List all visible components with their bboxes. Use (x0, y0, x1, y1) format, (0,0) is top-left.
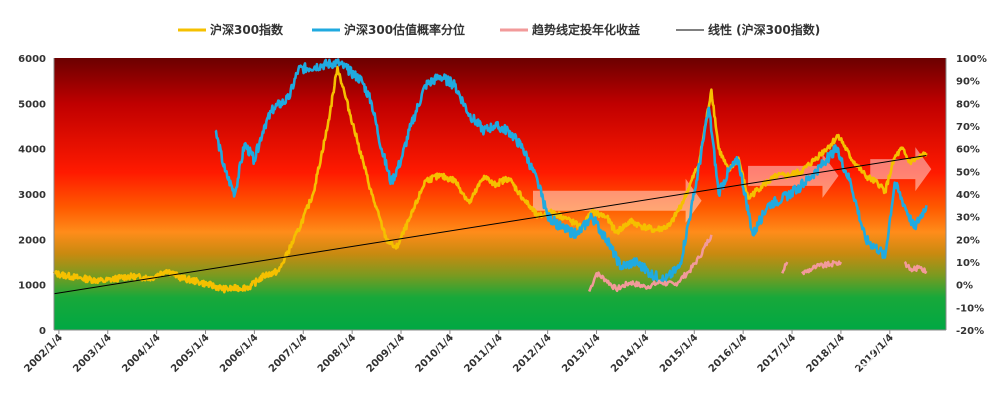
legend: 沪深300指数 沪深300估值概率分位 趋势线定投年化收益 线性 (沪深300指数) (178, 22, 820, 37)
y-right-tick-label: 20% (956, 235, 980, 246)
y-left-tick-label: 0 (39, 326, 46, 337)
x-tick-label: 2002/1/4 (23, 332, 65, 374)
x-tick-label: 2009/1/4 (365, 332, 407, 374)
dca-return-line-segment-1 (588, 234, 713, 293)
y-right-tick-label: -10% (956, 303, 984, 314)
x-tick-label: 2015/1/4 (658, 332, 700, 374)
y-left-tick-label: 1000 (18, 281, 46, 292)
y-left-tick-label: 4000 (18, 145, 46, 156)
x-tick-label: 2005/1/4 (169, 332, 211, 374)
x-tick-label: 2003/1/4 (71, 332, 113, 374)
legend-label-4: 线性 (沪深300指数) (708, 22, 820, 37)
x-tick-label: 2004/1/4 (120, 332, 162, 374)
x-tick-label: 2013/1/4 (560, 332, 602, 374)
y-left-tick-label: 2000 (18, 235, 46, 246)
x-tick-label: 2012/1/4 (511, 332, 553, 374)
y-right-tick-label: 70% (956, 122, 980, 133)
x-tick-label: 2017/1/4 (756, 332, 798, 374)
y-left-tick-label: 5000 (18, 99, 46, 110)
watermark-icon-dot (856, 350, 860, 354)
dca-return-line-segment-3 (801, 260, 843, 276)
dca-return-line-segment-4 (903, 260, 928, 274)
y-right-tick-label: 10% (956, 258, 980, 269)
y-right-tick-label: 0% (956, 281, 973, 292)
x-tick-label: 2014/1/4 (609, 332, 651, 374)
x-tick-label: 2016/1/4 (707, 332, 749, 374)
index-line (52, 65, 928, 294)
legend-label-1: 沪深300指数 (210, 22, 284, 37)
x-tick-label: 2018/1/4 (805, 332, 847, 374)
y-right-tick-label: -20% (956, 326, 984, 337)
trend-line (53, 155, 927, 295)
watermark: 小5论基 (850, 342, 946, 366)
y-left-tick-label: 3000 (18, 190, 46, 201)
y-right-tick-label: 30% (956, 213, 980, 224)
annotation-arrow-1 (532, 178, 702, 223)
x-tick-label: 2010/1/4 (414, 332, 456, 374)
x-tick-label: 2008/1/4 (316, 332, 358, 374)
y-right-tick-label: 100% (956, 54, 987, 65)
dca-return-line-segment-2 (781, 261, 789, 274)
legend-label-3: 趋势线定投年化收益 (532, 22, 640, 37)
y-right-tick-label: 90% (956, 77, 980, 88)
x-tick-label: 2011/1/4 (462, 332, 504, 374)
watermark-icon-circle (850, 342, 874, 366)
valuation-line (214, 58, 928, 285)
legend-label-2: 沪深300估值概率分位 (344, 22, 465, 37)
x-tick-label: 2006/1/4 (218, 332, 260, 374)
y-right-tick-label: 80% (956, 99, 980, 110)
watermark-icon-dot-2 (864, 350, 868, 354)
series-lines (52, 58, 928, 295)
y-right-tick-label: 50% (956, 167, 980, 178)
y-right-tick-label: 60% (956, 145, 980, 156)
y-right-tick-label: 40% (956, 190, 980, 201)
y-left-tick-label: 6000 (18, 54, 46, 65)
plot-area (54, 58, 946, 330)
x-tick-label: 2007/1/4 (267, 332, 309, 374)
watermark-text: 小5论基 (878, 344, 946, 366)
